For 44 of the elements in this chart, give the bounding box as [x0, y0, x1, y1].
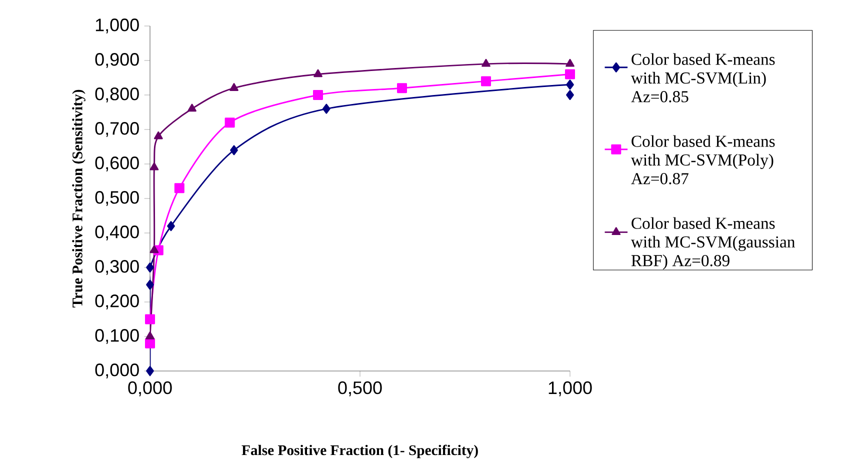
legend-label: Color based K-means with MC-SVM(Poly) Az=0.87	[630, 135, 775, 184]
point	[566, 90, 574, 100]
y-tick-label: 0,500	[95, 191, 139, 206]
y-axis-title: True Positive Fraction (Sensitivity)	[72, 90, 86, 308]
legend-label: Color based K-means with MC-SVM(Lin) Az=0.85	[630, 53, 775, 102]
point	[154, 131, 163, 140]
y-tick-label: 0,000	[95, 364, 139, 378]
x-tick-label: 0,500	[338, 381, 382, 396]
point	[224, 118, 235, 128]
point	[167, 221, 175, 232]
y-tick-label: 0,300	[95, 260, 139, 275]
point	[313, 90, 324, 100]
point	[566, 58, 574, 67]
y-tick-label: 0,100	[95, 329, 139, 344]
point	[146, 280, 154, 290]
point	[150, 245, 159, 254]
point	[145, 314, 156, 324]
point	[146, 331, 154, 340]
x-axis-title: False Positive Fraction (1- Specificity)	[242, 444, 478, 458]
point	[397, 83, 408, 94]
point	[146, 262, 154, 272]
y-tick-label: 0,200	[95, 294, 139, 310]
point	[146, 366, 154, 376]
point	[150, 162, 159, 170]
y-tick-label: 0,800	[95, 88, 139, 102]
x-tick-label: 0,000	[128, 381, 172, 396]
point	[481, 76, 492, 86]
y-tick-label: 1,000	[96, 18, 139, 34]
point	[314, 69, 322, 78]
y-tick-label: 0,400	[95, 226, 139, 240]
point	[322, 104, 330, 114]
y-tick-label: 0,600	[95, 156, 139, 172]
point	[145, 338, 156, 348]
point	[566, 80, 574, 90]
y-tick-label: 0,900	[95, 53, 139, 68]
point	[174, 183, 184, 194]
point	[482, 58, 490, 67]
legend-label: Color based K-means with MC-SVM(gaussian RBF) Az=0.89	[630, 217, 795, 270]
point	[565, 69, 576, 80]
point	[188, 104, 196, 112]
point	[230, 83, 238, 91]
y-tick-label: 0,700	[95, 122, 139, 137]
point	[230, 145, 238, 156]
x-tick-label: 1,000	[548, 381, 592, 396]
